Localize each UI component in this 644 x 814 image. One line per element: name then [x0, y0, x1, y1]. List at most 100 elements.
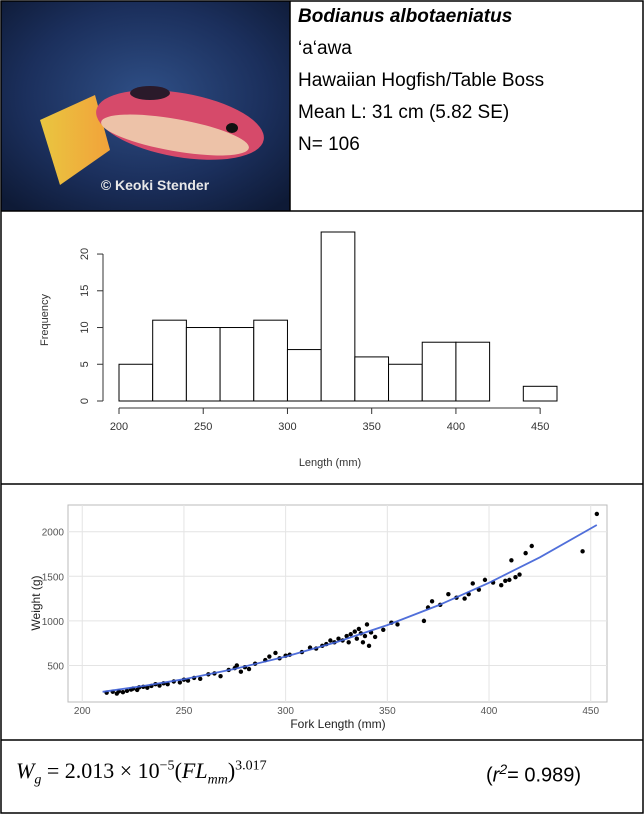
photo-credit: © Keoki Stender	[101, 177, 210, 193]
x-tick-label: 400	[481, 706, 498, 717]
data-point	[529, 543, 534, 549]
data-point	[509, 558, 514, 563]
data-point	[372, 634, 378, 640]
bar	[118, 363, 154, 402]
fit-line	[102, 524, 598, 693]
data-point	[198, 676, 203, 682]
data-point	[124, 688, 130, 694]
bar	[320, 231, 356, 402]
y-tick-label: 1500	[42, 572, 65, 583]
data-point	[352, 629, 357, 634]
bar	[455, 341, 491, 402]
data-point	[517, 572, 522, 577]
data-point	[364, 622, 370, 627]
y-tick-label: 1000	[42, 617, 65, 628]
y-tick-label: 0	[79, 398, 91, 404]
eq-part: = 2.013 × 10	[41, 758, 160, 783]
y-tick-label: 500	[47, 661, 64, 672]
data-point	[366, 643, 372, 649]
r-squared: (r2= 0.989)	[486, 761, 581, 788]
data-point	[523, 550, 528, 556]
bar	[388, 363, 423, 402]
data-point	[267, 654, 272, 659]
data-point	[165, 681, 170, 687]
data-point	[360, 640, 366, 645]
equation: Wg = 2.013 × 10−5(FLmm)3.017	[16, 758, 267, 788]
data-point	[356, 626, 362, 632]
eq-part: g	[34, 772, 42, 788]
x-tick-label: 200	[74, 706, 91, 717]
data-point	[499, 583, 504, 588]
fish-eye	[226, 123, 238, 133]
x-tick-label: 300	[277, 706, 294, 717]
x-tick-label: 250	[176, 706, 193, 717]
eq-part: −5	[159, 758, 175, 774]
mean-length: Mean L: 31 cm (5.82 SE)	[298, 102, 510, 123]
y-axis-label: Frequency	[39, 294, 51, 346]
data-point	[344, 633, 349, 639]
sample-size: N= 106	[298, 134, 360, 155]
eq-part: (	[174, 758, 182, 783]
bar	[421, 341, 457, 402]
fish-tail	[40, 95, 110, 185]
y-tick-label: 2000	[42, 528, 65, 539]
eq-part: 3.017	[235, 758, 267, 774]
data-point	[421, 618, 427, 624]
scatter-panel	[67, 504, 608, 703]
data-point	[482, 577, 488, 583]
bar	[185, 327, 221, 402]
data-point	[348, 632, 353, 637]
scientific-name: Bodianus albotaeniatus	[298, 6, 513, 27]
data-point	[246, 666, 252, 672]
data-point	[120, 689, 126, 695]
x-tick-label: 200	[110, 421, 128, 433]
data-point	[145, 685, 150, 690]
common-name: Hawaiian Hogfish/Table Boss	[298, 70, 545, 91]
r2-part: 2	[499, 761, 508, 777]
x-tick-label: 400	[447, 421, 465, 433]
fish-spot	[130, 86, 170, 100]
x-tick-label: 450	[531, 421, 549, 433]
data-point	[503, 578, 508, 583]
data-point	[238, 669, 244, 674]
data-point	[234, 663, 240, 668]
data-point	[218, 673, 223, 679]
bar	[286, 349, 322, 402]
y-tick-label: 10	[79, 321, 91, 333]
x-tick-label: 250	[194, 421, 212, 433]
r2-part: = 0.989)	[507, 764, 582, 787]
x-tick-label: 300	[278, 421, 296, 433]
x-axis-label: Fork Length (mm)	[290, 717, 385, 731]
data-point	[354, 636, 360, 641]
r2-part: r	[492, 764, 500, 787]
data-point	[429, 599, 435, 604]
x-tick-label: 350	[363, 421, 381, 433]
x-tick-label: 450	[582, 706, 599, 717]
hawaiian-name: ‘a‘awa	[298, 38, 352, 59]
r2-part: (	[486, 764, 493, 787]
data-point	[362, 633, 368, 639]
x-tick-label: 350	[379, 706, 396, 717]
data-point	[273, 650, 278, 656]
y-tick-label: 15	[79, 285, 91, 297]
x-axis-label: Length (mm)	[299, 457, 361, 469]
data-point	[328, 638, 333, 643]
data-point	[346, 640, 351, 645]
bar	[522, 385, 558, 402]
y-tick-label: 5	[79, 361, 91, 367]
eq-part: W	[16, 758, 35, 783]
data-point	[462, 596, 467, 601]
y-tick-label: 20	[79, 248, 91, 260]
data-point	[446, 591, 451, 597]
bar	[219, 327, 255, 402]
data-point	[507, 577, 512, 583]
eq-part: mm	[207, 772, 228, 788]
data-point	[513, 575, 518, 580]
fish-belly	[101, 114, 249, 156]
data-point	[157, 683, 162, 688]
data-point	[177, 680, 183, 685]
